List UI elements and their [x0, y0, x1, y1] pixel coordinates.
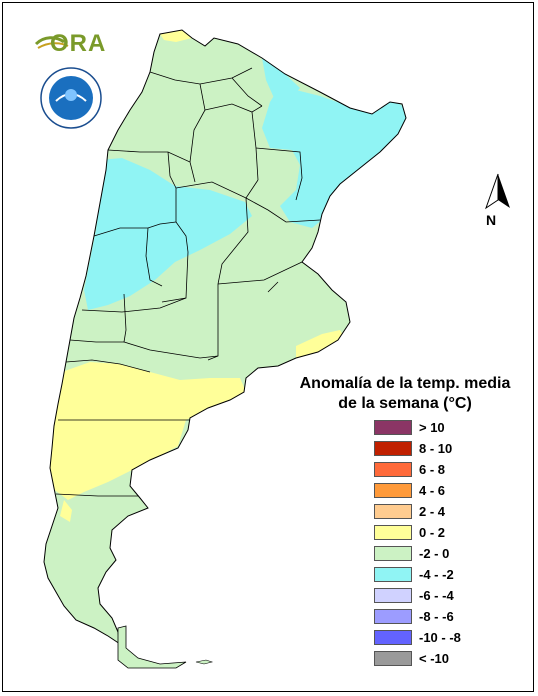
legend-label: < -10: [419, 650, 449, 666]
legend-label: -10 - -8: [419, 629, 461, 645]
legend-item: -6 - -4: [374, 586, 454, 604]
legend-swatch: [374, 461, 412, 477]
legend-swatch: [374, 545, 412, 561]
province-borders: [55, 67, 321, 497]
legend-swatch: [374, 629, 412, 645]
legend-title-line2: de la semana (°C): [338, 395, 472, 412]
cold-zone-west: [84, 158, 252, 310]
legend-swatch: [374, 440, 412, 456]
legend-label: > 10: [419, 419, 445, 435]
warm-zone-patagonia: [50, 362, 246, 500]
cold-zone-north-strip: [262, 58, 300, 100]
legend-item: 2 - 4: [374, 502, 445, 520]
legend-label: 4 - 6: [419, 482, 446, 498]
islas-de-los-estados: [195, 659, 214, 665]
legend-swatch: [374, 419, 412, 435]
ora-logo-text: ORA: [50, 30, 107, 57]
ora-logo: [34, 30, 106, 60]
north-arrow-icon: [480, 172, 516, 230]
legend-item: 8 - 10: [374, 439, 452, 457]
warm-zone-coast: [296, 330, 346, 358]
legend-swatch: [374, 482, 412, 498]
legend-item: -2 - 0: [374, 544, 449, 562]
legend-label: -6 - -4: [419, 587, 454, 603]
legend-title: Anomalía de la temp. media de la semana …: [290, 374, 520, 414]
legend-item: -8 - -6: [374, 607, 454, 625]
cold-zone-northeast: [262, 86, 406, 228]
legend-swatch: [374, 566, 412, 582]
warm-zone-south: [60, 500, 72, 522]
legend-item: 6 - 8: [374, 460, 445, 478]
legend-item: > 10: [374, 418, 445, 436]
legend-label: 2 - 4: [419, 503, 446, 519]
legend-swatch: [374, 503, 412, 519]
legend-swatch: [374, 608, 412, 624]
tierra-del-fuego: [117, 625, 187, 669]
legend-swatch: [374, 587, 412, 603]
legend-item: < -10: [374, 649, 449, 667]
legend-title-line1: Anomalía de la temp. media: [299, 375, 511, 392]
legend-label: -2 - 0: [419, 545, 450, 561]
north-label: N: [486, 212, 497, 228]
legend-label: 6 - 8: [419, 461, 446, 477]
legend-label: 0 - 2: [419, 524, 446, 540]
legend-label: 8 - 10: [419, 440, 453, 456]
legend-swatch: [374, 524, 412, 540]
smn-seal-icon: [40, 67, 102, 129]
legend-item: 0 - 2: [374, 523, 445, 541]
legend-item: 4 - 6: [374, 481, 445, 499]
legend-label: -8 - -6: [419, 608, 454, 624]
legend-item: -10 - -8: [374, 628, 461, 646]
legend-swatch: [374, 650, 412, 666]
legend-label: -4 - -2: [419, 566, 454, 582]
legend-item: -4 - -2: [374, 565, 454, 583]
argentina-outline: [43, 29, 407, 646]
